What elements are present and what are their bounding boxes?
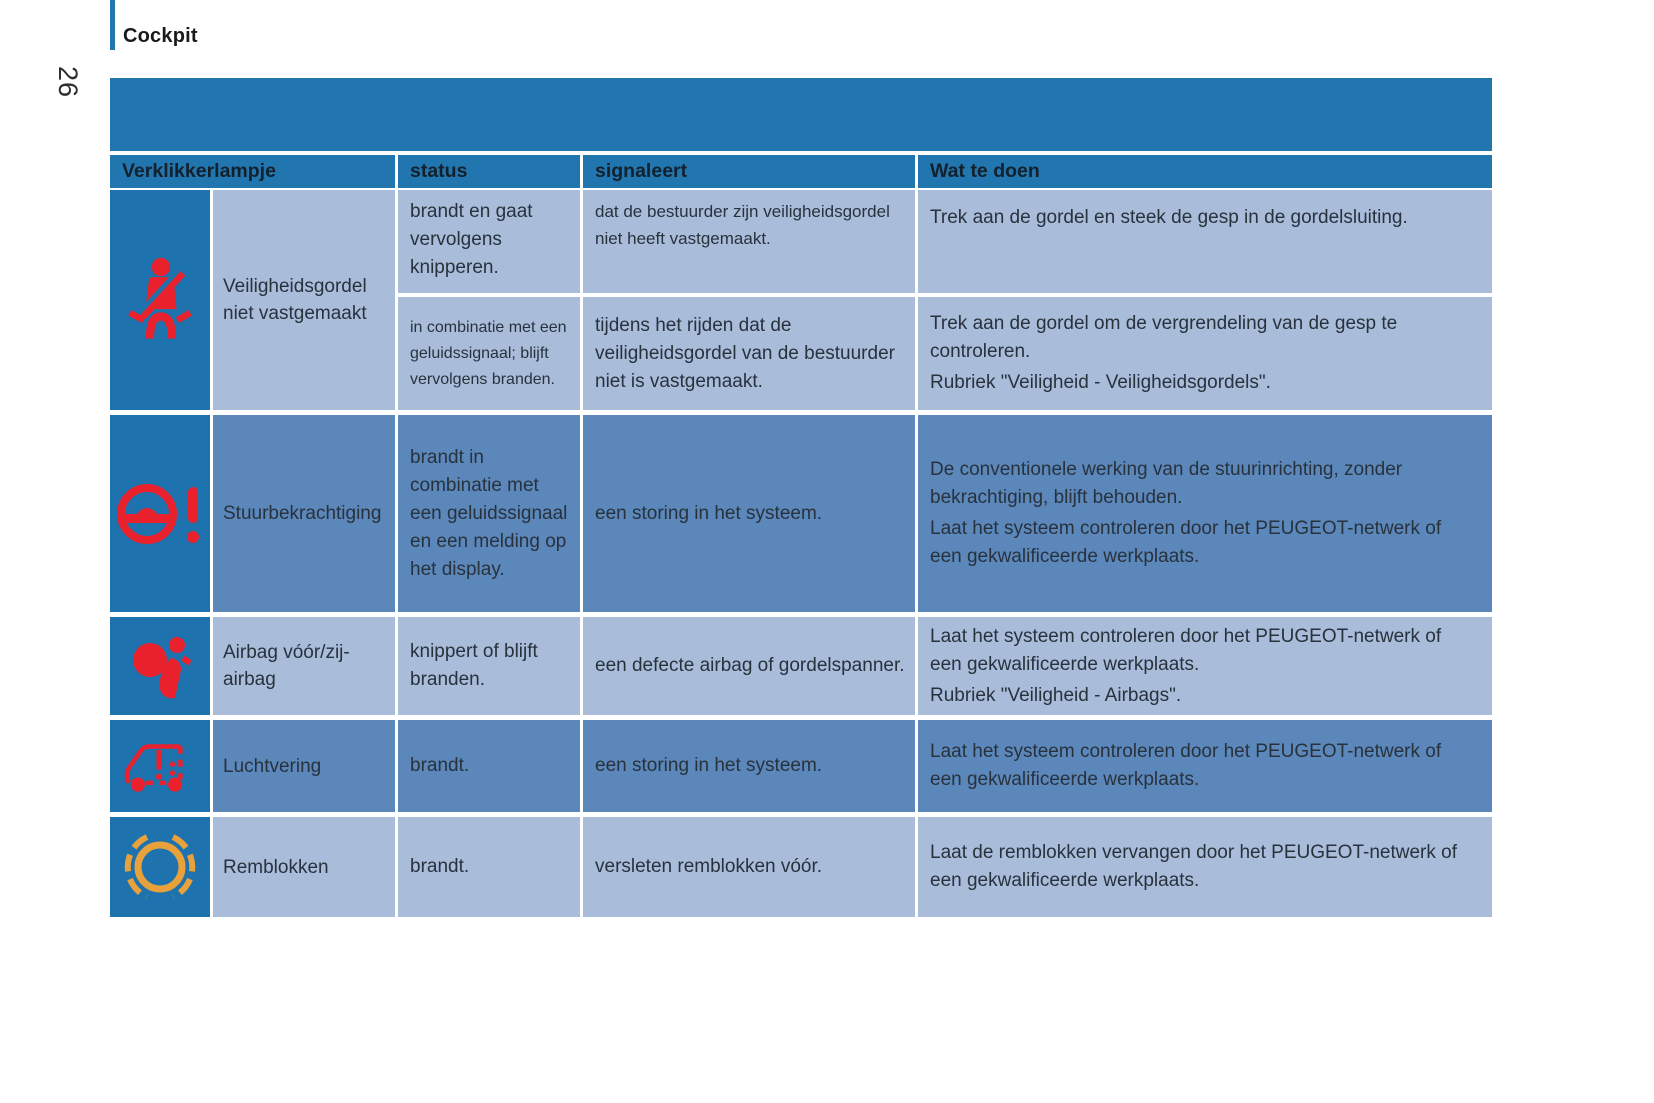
indicator-icon-cell [110,720,210,812]
entry-row: brandt en gaat vervolgens knipperen. dat… [398,190,1492,293]
status-cell: knippert of blijft branden. [398,617,580,715]
column-header-status: status [398,155,580,188]
air-suspension-warning-icon [124,744,183,792]
column-header-signaleert: signaleert [583,155,915,188]
status-cell: in combinatie met een geluidssignaal; bl… [398,297,580,410]
action-text: Laat de remblokken vervangen door het PE… [930,842,1457,891]
airbag-warning-icon [133,637,191,699]
row-label: Luchtvering [213,720,395,812]
action-reference: Rubriek "Veiligheid - Airbags". [930,684,1182,706]
action-cell: Laat de remblokken vervangen door het PE… [918,817,1492,917]
section-header-rule [110,0,115,50]
indicator-icon-cell [110,190,210,410]
row-label: Veiligheidsgordel niet vastgemaakt [213,190,395,410]
page-number: 26 [53,66,83,99]
table-top-band [110,78,1492,151]
action-reference: Rubriek "Veiligheid - Veiligheidsgordels… [930,372,1271,393]
brake-pads-warning-icon [124,834,196,900]
action-text: Trek aan de gordel om de vergrendeling v… [930,313,1398,362]
row-entries: brandt en gaat vervolgens knipperen. dat… [398,190,1492,410]
signal-cell: een defecte airbag of gordelspanner. [583,617,915,715]
status-cell: brandt. [398,720,580,812]
table-row-air-suspension: Luchtvering brandt. een storing in het s… [110,720,1492,812]
row-label: Stuurbekrachtiging [213,415,395,612]
action-cell: De conventionele werking van de stuurinr… [918,415,1492,612]
row-label: Remblokken [213,817,395,917]
column-header-verklikkerlampje: Verklikkerlampje [110,155,395,188]
action-cell: Laat het systeem controleren door het PE… [918,720,1492,812]
indicator-icon-cell [110,817,210,917]
action-text: Laat het systeem controleren door het PE… [930,625,1442,675]
table-body: Veiligheidsgordel niet vastgemaakt brand… [110,190,1492,917]
table-row-power-steering: Stuurbekrachtiging brandt in combinatie … [110,415,1492,612]
indicator-icon-cell [110,617,210,715]
section-header: Cockpit [110,0,198,50]
section-title: Cockpit [123,25,198,47]
indicator-icon-cell [110,415,210,612]
action-cell: Trek aan de gordel om de vergrendeling v… [918,297,1492,410]
action-text: Trek aan de gordel en steek de gesp in d… [930,207,1408,228]
table-row-seatbelt: Veiligheidsgordel niet vastgemaakt brand… [110,190,1492,410]
signal-cell: een storing in het systeem. [583,720,915,812]
column-header-wat-te-doen: Wat te doen [918,155,1492,188]
table-header-row: Verklikkerlampje status signaleert Wat t… [110,155,1492,188]
status-cell: brandt in combinatie met een geluidssign… [398,415,580,612]
action-text: Laat het systeem controleren door het PE… [930,518,1442,567]
power-steering-warning-icon [117,483,199,544]
signal-cell: tijdens het rijden dat de veiligheidsgor… [583,297,915,410]
action-cell: Laat het systeem controleren door het PE… [918,617,1492,715]
seatbelt-warning-icon [128,257,192,339]
action-text: Laat het systeem controleren door het PE… [930,741,1442,790]
entry-row: in combinatie met een geluidssignaal; bl… [398,297,1492,410]
signal-cell: een storing in het systeem. [583,415,915,612]
status-cell: brandt en gaat vervolgens knipperen. [398,190,580,293]
table-row-airbag: Airbag vóór/zij-airbag knippert of blijf… [110,617,1492,715]
action-cell: Trek aan de gordel en steek de gesp in d… [918,190,1492,293]
table-row-brake-pads: Remblokken brandt. versleten remblokken … [110,817,1492,917]
status-cell: brandt. [398,817,580,917]
action-text: De conventionele werking van de stuurinr… [930,459,1403,508]
row-label: Airbag vóór/zij-airbag [213,617,395,715]
signal-cell: versleten remblokken vóór. [583,817,915,917]
signal-cell: dat de bestuurder zijn veiligheidsgordel… [583,190,915,293]
